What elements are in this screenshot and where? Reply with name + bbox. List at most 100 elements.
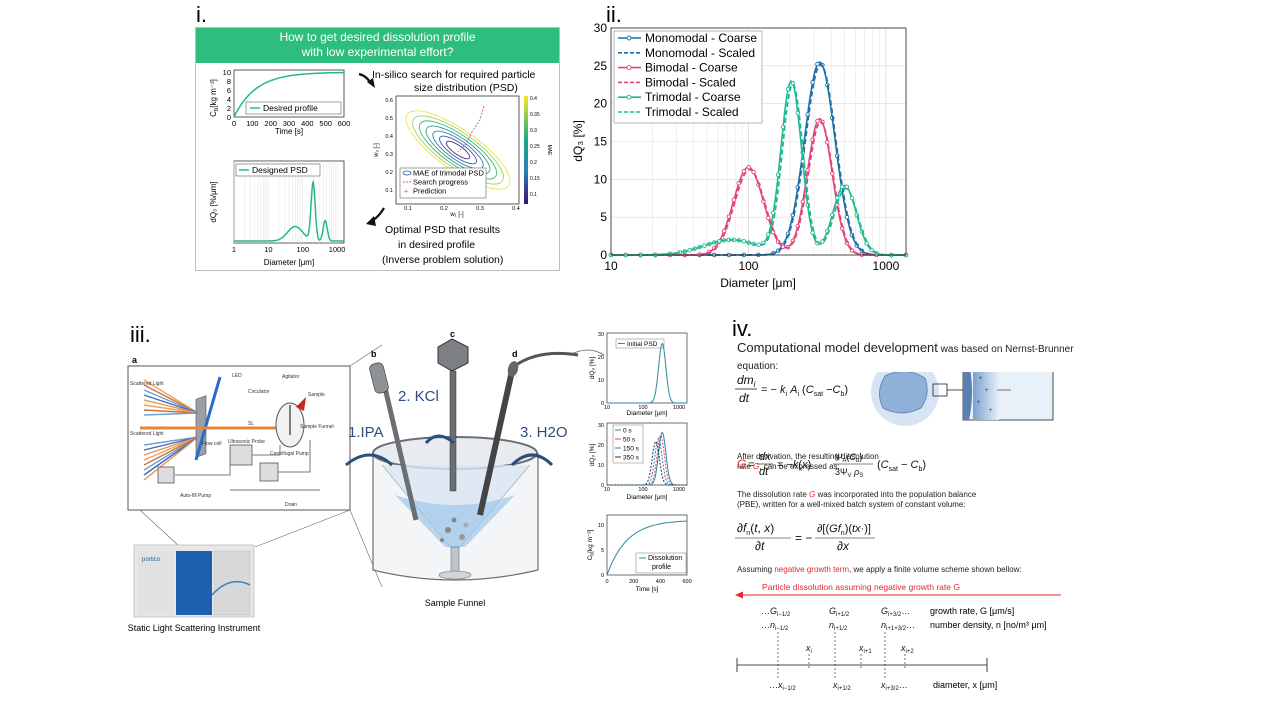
- top-xtick: 500: [319, 119, 332, 128]
- top-ytick: 8: [227, 77, 231, 86]
- svg-text:3ΨV ρS: 3ΨV ρS: [835, 467, 863, 479]
- instrument-caption: Static Light Scattering Instrument: [128, 623, 261, 633]
- psd-xtick: 100: [296, 245, 309, 254]
- svg-text:dmi: dmi: [737, 373, 756, 389]
- funnel-caption: Sample Funnel: [425, 598, 486, 608]
- series-point: [869, 247, 874, 253]
- particle-illustration: ++ ++: [871, 372, 1054, 426]
- series-point: [834, 195, 840, 201]
- svg-text:…ni−1/2: …ni−1/2: [761, 620, 789, 632]
- led-beam: [194, 376, 222, 461]
- colorbar-tick: 0.25: [530, 144, 540, 150]
- optimal-text-2: in desired profile: [398, 239, 475, 251]
- top-ytick: 2: [227, 104, 231, 113]
- series-line-5: [611, 83, 906, 256]
- svg-text:(Csat − Cb): (Csat − Cb): [877, 459, 926, 473]
- panel-iii: a LED Circulator Agitator Sample Scattered L…: [127, 329, 692, 633]
- contour-ytick: 0.3: [385, 152, 393, 158]
- top-xtick: 600: [338, 119, 351, 128]
- contour-legend-2: Search progress: [413, 178, 468, 187]
- label-a: a: [132, 355, 138, 365]
- mini1-xlabel: Diameter [μm]: [627, 410, 668, 417]
- svg-text:∂t: ∂t: [755, 539, 765, 553]
- mini3-ytick: 5: [601, 548, 604, 554]
- svg-text:…Gi−1/2: …Gi−1/2: [761, 606, 791, 618]
- instrument-brand: portico: [142, 557, 161, 563]
- svg-text:= − ki Ai (Csat −Cb): = − ki Ai (Csat −Cb): [761, 384, 848, 398]
- colorbar-tick: 0.15: [530, 176, 540, 182]
- psd-legend: Designed PSD: [252, 165, 308, 175]
- mini2-xtick: 100: [638, 487, 647, 493]
- mini1-ytick: 30: [598, 332, 604, 338]
- svg-text:+: +: [989, 408, 993, 414]
- instrument-label: Scattered Light: [130, 381, 164, 387]
- contour-ytick: 0.6: [385, 98, 393, 104]
- series-point: [746, 164, 751, 170]
- instrument-label: LED: [232, 373, 242, 379]
- instrument-label: Sample Funnel: [300, 424, 334, 430]
- search-text-1: In-silico search for required particle: [372, 69, 536, 81]
- sample-funnel: b c d 1.IPA 2. KCl 3. H2O Sample Funnel: [345, 329, 579, 608]
- iv-heading-small: was based on Nernst-Brunner equation:: [737, 344, 1074, 372]
- psd-xtick: 1: [232, 245, 236, 254]
- contour-plot: 0.1 0.2 0.3 0.4 0.1 0.2 0.3 0.4 0.5 0.6 w₁ [-] w₂…: [374, 95, 552, 218]
- psd-xtick: 10: [264, 245, 272, 254]
- colorbar-tick: 0.3: [530, 128, 537, 134]
- series-point: [839, 184, 845, 190]
- series-point: [810, 80, 815, 85]
- mini-chart-dissolution-profile: Dissolution profile Time [s] Cb[kg m⁻³] …: [587, 514, 692, 593]
- series-point: [766, 232, 771, 237]
- optimal-text-3: (Inverse problem solution): [382, 254, 503, 266]
- chart-xtick: 100: [738, 259, 758, 273]
- instrument-label: Circulator: [248, 389, 270, 395]
- optimal-text-1: Optimal PSD that results: [385, 224, 500, 236]
- top-ytick: 10: [223, 68, 231, 77]
- chart-xtick: 1000: [873, 259, 900, 273]
- chart-ytick: 25: [594, 59, 608, 73]
- mini3-legend-1: Dissolution: [648, 555, 682, 562]
- chart-ytick: 30: [594, 21, 608, 35]
- mini3-ytick: 10: [598, 523, 604, 529]
- contour-ytick: 0.1: [385, 188, 393, 194]
- colorbar-tick: 0.35: [530, 112, 540, 118]
- top-xtick: 100: [246, 119, 259, 128]
- desired-profile-line: [233, 71, 345, 118]
- svg-text:Gi+1/2: Gi+1/2: [829, 606, 850, 618]
- colorbar: [524, 96, 528, 204]
- diameter-label: diameter, x [μm]: [933, 680, 997, 690]
- svg-text:+: +: [985, 388, 989, 394]
- svg-text:= −: = −: [795, 531, 812, 545]
- mini2-legend-2: 150 s: [623, 446, 640, 453]
- svg-text:…xi−1/2: …xi−1/2: [769, 680, 796, 692]
- svg-text:xi+1/2: xi+1/2: [832, 680, 851, 692]
- panel-label-i: i.: [196, 2, 207, 27]
- mini2-ytick: 30: [598, 423, 604, 429]
- iv-para3: Assuming negative growth term, we apply …: [737, 565, 1022, 574]
- top-xtick: 400: [301, 119, 314, 128]
- colorbar-tick: 0.2: [530, 160, 537, 166]
- svg-text:=: =: [748, 459, 754, 471]
- mini3-legend-2: profile: [652, 564, 671, 571]
- svg-text:ni+1/2: ni+1/2: [829, 620, 848, 632]
- mini2-ytick: 0: [601, 483, 604, 489]
- instrument-label: Centrifugal Pump: [270, 451, 309, 457]
- iv-para1-line1: After derivation, the resulting dissolut…: [737, 452, 879, 461]
- mini2-xtick: 1000: [673, 487, 685, 493]
- top-ytick: 4: [227, 95, 231, 104]
- chart-xtick: 10: [604, 259, 618, 273]
- svg-text:xi: xi: [805, 643, 812, 655]
- legend-entry-2: Bimodal - Coarse: [645, 61, 738, 75]
- svg-text:xi+3/2…: xi+3/2…: [880, 680, 908, 692]
- mini1-xtick: 100: [638, 405, 647, 411]
- mini2-ytick: 10: [598, 463, 604, 469]
- contour-ytick: 0.4: [385, 134, 393, 140]
- banner-line1: How to get desired dissolution profile: [279, 30, 476, 44]
- mini3-ylabel: Cb[kg m⁻³]: [587, 529, 596, 560]
- svg-text:∂x: ∂x: [837, 539, 850, 553]
- chart-ytick: 0: [600, 248, 607, 262]
- psd-xlabel: Diameter [μm]: [264, 258, 314, 267]
- mini3-xtick: 200: [629, 579, 638, 585]
- instrument-label: Ultrasonic Probe: [228, 439, 265, 445]
